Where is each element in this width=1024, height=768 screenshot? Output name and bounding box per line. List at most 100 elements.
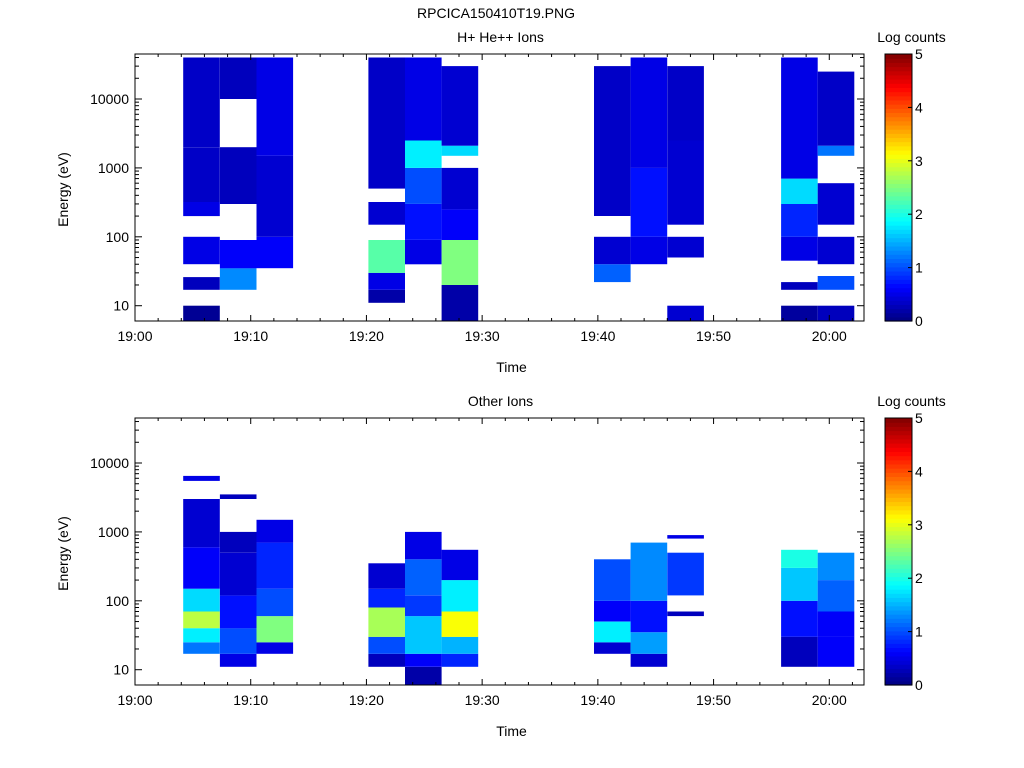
- y-axis-label: Energy (eV): [55, 152, 71, 227]
- colorbar-segment: [885, 430, 912, 436]
- heatmap-cell: [256, 642, 294, 654]
- panel-h-he-ions: H+ He++ Ions 19:00 19:10 19:20 19:30 19:40 19:…: [55, 29, 946, 375]
- heatmap-cell: [817, 145, 855, 156]
- colorbar-segment: [885, 308, 912, 314]
- colorbar-segment: [885, 162, 912, 168]
- heatmap-cell: [594, 559, 631, 601]
- colorbar-segment: [885, 501, 912, 507]
- heatmap-cell: [441, 653, 479, 667]
- x-tick-label: 20:00: [812, 328, 847, 344]
- heatmap-cell: [817, 305, 855, 321]
- colorbar-segment: [885, 187, 912, 193]
- heatmap-cell: [183, 499, 220, 548]
- colorbar-segment: [885, 664, 912, 669]
- colorbar-segment: [885, 455, 912, 461]
- colorbar-segment: [885, 605, 912, 611]
- colorbar-label: Log counts: [877, 393, 946, 409]
- heatmap-cell: [817, 276, 855, 290]
- colorbar-segment: [885, 463, 912, 469]
- heatmap-cell: [183, 547, 220, 589]
- heatmap-cell: [368, 202, 405, 225]
- colorbar-segment: [885, 647, 912, 653]
- x-tick-label: 19:30: [465, 692, 500, 708]
- colorbar-segment: [885, 83, 912, 88]
- colorbar-label: Log counts: [877, 29, 946, 45]
- colorbar-segment: [885, 229, 912, 234]
- heatmap-cell: [667, 535, 704, 539]
- colorbar-segment: [885, 655, 912, 661]
- heatmap-cell: [441, 145, 479, 156]
- colorbar-segment: [885, 634, 912, 640]
- colorbar-segment: [885, 300, 912, 305]
- heatmap-cell: [630, 57, 668, 168]
- colorbar-segment: [885, 530, 912, 536]
- colorbar-segment: [885, 58, 912, 63]
- colorbar-segment: [885, 279, 912, 285]
- heatmap-cell: [368, 289, 405, 303]
- colorbar-segment: [885, 170, 912, 176]
- heatmap-cell: [368, 240, 405, 273]
- heatmap-cell: [256, 542, 294, 589]
- heatmap-cell: [817, 236, 855, 265]
- colorbar-segment: [885, 555, 912, 561]
- y-axis-label: Energy (eV): [55, 516, 71, 591]
- colorbar-segment: [885, 120, 912, 126]
- colorbar-segment: [885, 509, 912, 515]
- x-tick-label: 19:20: [349, 328, 384, 344]
- colorbar-segment: [885, 312, 912, 318]
- x-tick-label: 20:00: [812, 692, 847, 708]
- colorbar-segment: [885, 79, 912, 84]
- colorbar-segment: [885, 618, 912, 624]
- heatmap-cell: [368, 653, 405, 667]
- colorbar-segment: [885, 137, 912, 143]
- colorbar-segment: [885, 668, 912, 674]
- y-tick-label: 100: [106, 593, 130, 609]
- colorbar-segment: [885, 74, 912, 80]
- colorbar-tick-label: 0: [915, 313, 923, 329]
- heatmap-cell: [368, 636, 405, 654]
- colorbar-segment: [885, 576, 912, 582]
- x-tick-label: 19:50: [696, 692, 731, 708]
- colorbar-segment: [885, 149, 912, 155]
- colorbar-segment: [885, 129, 912, 134]
- heatmap-cell: [817, 611, 855, 637]
- heatmap-cell: [594, 236, 631, 265]
- y-tick-label: 10000: [90, 455, 129, 471]
- colorbar-segment: [885, 480, 912, 486]
- colorbar-segment: [885, 241, 912, 247]
- heatmap-cell: [405, 167, 442, 204]
- colorbar-segment: [885, 601, 912, 607]
- colorbar-segment: [885, 543, 912, 548]
- heatmap-cell: [183, 236, 220, 265]
- colorbar-segment: [885, 204, 912, 209]
- heatmap-cell: [183, 475, 220, 481]
- colorbar-segment: [885, 183, 912, 189]
- heatmap-cell: [630, 600, 668, 633]
- colorbar-segment: [885, 484, 912, 490]
- colorbar-segment: [885, 191, 912, 197]
- colorbar-tick-label: 5: [915, 410, 923, 426]
- heatmap-cell: [441, 209, 479, 240]
- colorbar-segment: [885, 551, 912, 557]
- colorbar-segment: [885, 233, 912, 239]
- heatmap-cell: [781, 282, 818, 290]
- colorbar-segment: [885, 434, 912, 440]
- colorbar-segment: [885, 518, 912, 523]
- colorbar-segment: [885, 680, 912, 686]
- colorbar-segment: [885, 422, 912, 427]
- x-axis-label: Time: [496, 723, 527, 739]
- y-tick-label: 10: [113, 662, 129, 678]
- x-tick-label: 19:40: [580, 692, 615, 708]
- heatmap-cell: [817, 183, 855, 225]
- colorbar-segment: [885, 262, 912, 268]
- heatmap-cell: [667, 66, 704, 141]
- colorbar-tick-label: 0: [915, 677, 923, 693]
- x-tick-label: 19:50: [696, 328, 731, 344]
- heatmap-cell: [405, 240, 442, 265]
- heatmap-cell: [630, 236, 668, 265]
- colorbar-segment: [885, 564, 912, 569]
- heatmap-cell: [630, 653, 668, 667]
- colorbar-tick-label: 4: [915, 99, 923, 115]
- heatmap-cell: [781, 236, 818, 261]
